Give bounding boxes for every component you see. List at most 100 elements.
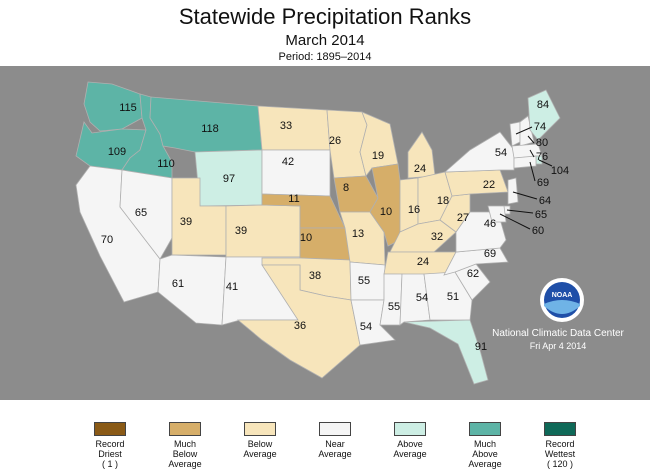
us-precip-map: 115 109 110 118 97 70 65 39 39 61 41 33 42 11 10 38 36 26… — [0, 66, 650, 400]
legend-item: Below Average — [225, 422, 295, 459]
leader-lines — [499, 126, 553, 230]
state-sd — [261, 149, 331, 197]
legend-item: Near Average — [300, 422, 370, 459]
state-rank-ms: 55 — [388, 301, 400, 313]
state-rank-me: 84 — [537, 99, 549, 111]
legend-label: Record Driest — [95, 439, 125, 459]
state-rank-or: 109 — [108, 146, 126, 158]
state-wv — [439, 193, 471, 233]
state-rank-ma: 76 — [536, 151, 548, 163]
legend-item: Record Driest( 1 ) — [75, 422, 145, 469]
state-rank-wv: 27 — [457, 212, 469, 224]
ncdc-date: Fri Apr 4 2014 — [529, 341, 587, 351]
legend-item: Much Below Average — [150, 422, 220, 469]
leader-line-nj — [512, 191, 538, 200]
state-rank-ok: 38 — [309, 270, 321, 282]
state-fl — [403, 319, 489, 385]
state-ct — [513, 155, 537, 169]
state-rank-oh: 18 — [437, 195, 449, 207]
state-rank-ky: 32 — [431, 231, 443, 243]
state-rank-tx: 36 — [294, 320, 306, 332]
state-vt — [509, 121, 521, 147]
legend-label: Near Average — [318, 439, 352, 459]
legend-count: ( 120 ) — [546, 459, 573, 469]
map-title: Statewide Precipitation Ranks — [178, 4, 472, 29]
state-rank-va: 46 — [484, 218, 496, 230]
state-rank-il: 10 — [380, 206, 392, 218]
state-labels: 115 109 110 118 97 70 65 39 39 61 41 33 42 11 10 38 36 26… — [101, 99, 569, 353]
legend-swatch — [319, 422, 351, 436]
state-rank-ne: 11 — [288, 193, 299, 205]
state-rank-ca: 70 — [101, 234, 113, 246]
state-rank-ia: 8 — [343, 182, 349, 194]
state-ms — [379, 273, 403, 326]
state-rank-sc: 62 — [467, 268, 479, 280]
map-subtitle: March 2014 — [285, 32, 365, 49]
state-rank-wy: 97 — [223, 173, 235, 185]
state-rank-fl: 91 — [475, 341, 487, 353]
legend-item: Much Above Average — [450, 422, 520, 469]
state-rank-al: 54 — [416, 292, 428, 304]
state-me — [527, 89, 561, 141]
legend-item: Above Average — [375, 422, 445, 459]
legend-label: Below Average — [243, 439, 277, 459]
state-rank-md: 60 — [532, 225, 544, 237]
state-md — [487, 205, 507, 223]
state-rank-ny: 54 — [495, 147, 507, 159]
state-rank-sd: 42 — [282, 156, 294, 168]
state-rank-nj: 64 — [539, 195, 551, 207]
leader-line-ri — [538, 159, 553, 167]
noaa-logo-text: NOAA — [552, 292, 573, 299]
state-rank-ga: 51 — [447, 291, 459, 303]
state-il — [369, 163, 403, 247]
state-al — [399, 273, 431, 326]
legend-label: Much Below Average — [168, 439, 202, 469]
ncdc-name: National Climatic Data Center — [492, 328, 624, 339]
state-nv — [119, 169, 173, 260]
legend-count: ( 1 ) — [101, 459, 118, 469]
state-rank-az: 61 — [172, 278, 184, 290]
legend-item: Record Wettest( 120 ) — [525, 422, 595, 469]
legend-swatch — [244, 422, 276, 436]
state-rank-ri: 104 — [551, 165, 569, 177]
state-nj — [507, 177, 519, 205]
noaa-logo: NOAA — [540, 278, 584, 322]
state-mi — [407, 131, 436, 179]
state-rank-pa: 22 — [483, 179, 495, 191]
state-rank-ks: 10 — [300, 232, 312, 244]
state-nd — [257, 105, 331, 151]
state-rank-mn: 26 — [329, 135, 341, 147]
period-label: Period: 1895–2014 — [278, 51, 372, 63]
legend-label: Above Average — [393, 439, 427, 459]
state-rank-nc: 69 — [484, 248, 496, 260]
state-rank-mo: 13 — [352, 228, 364, 240]
state-tx — [236, 264, 361, 379]
state-rank-tn: 24 — [417, 256, 429, 268]
state-rank-mt: 118 — [201, 123, 219, 135]
state-rank-nv: 65 — [135, 207, 147, 219]
legend-swatch — [469, 422, 501, 436]
legend-swatch — [94, 422, 126, 436]
leader-line-nh — [527, 135, 535, 144]
state-rank-nd: 33 — [280, 120, 292, 132]
state-rank-co: 39 — [235, 225, 247, 237]
state-rank-wa: 115 — [119, 102, 137, 114]
state-rank-vt: 74 — [534, 121, 546, 133]
legend-swatch — [169, 422, 201, 436]
state-la — [350, 299, 396, 346]
state-rank-ar: 55 — [358, 275, 370, 287]
leader-line-de — [506, 209, 534, 214]
legend-swatch — [394, 422, 426, 436]
state-rank-la: 54 — [360, 321, 372, 333]
leader-line-md — [499, 213, 531, 230]
state-rank-de: 65 — [535, 209, 547, 221]
leader-line-vt — [515, 126, 533, 135]
state-pa — [444, 169, 509, 197]
legend-label: Record Wettest — [544, 439, 576, 459]
state-rank-wi: 19 — [372, 150, 384, 162]
legend: Record Driest( 1 ) Much Below Average Belo… — [0, 405, 650, 475]
leader-line-ma — [529, 149, 535, 158]
leader-line-ct — [529, 161, 536, 182]
state-rank-in: 16 — [408, 204, 420, 216]
